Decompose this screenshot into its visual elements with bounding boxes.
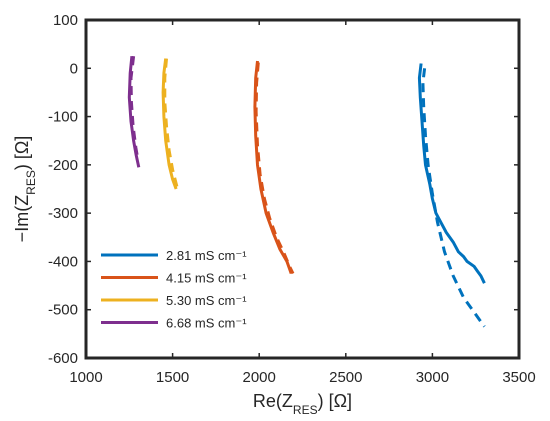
axis-ticks: 1000 1500 2000 2500 3000 35001000-100-200-300…	[48, 12, 536, 386]
y-tick-label: -200	[48, 157, 78, 174]
series-4-solid-line	[127, 56, 141, 168]
x-tick-label: 1000	[69, 369, 102, 386]
y-tick-label: -400	[48, 253, 78, 270]
x-tick-label: 2000	[243, 369, 276, 386]
y-tick-label: 100	[53, 12, 78, 29]
legend-label: 6.68 mS cm⁻¹	[166, 316, 247, 331]
legend-label: 5.30 mS cm⁻¹	[166, 293, 247, 308]
y-tick-label: 0	[70, 60, 78, 77]
series-1-solid-line	[417, 63, 486, 284]
y-tick-label: -600	[48, 350, 78, 367]
series-2-dashed-line	[254, 62, 295, 275]
x-tick-label: 3500	[502, 369, 535, 386]
plot-frame	[84, 18, 521, 360]
x-tick-label: 2500	[329, 369, 362, 386]
series-2-solid-line	[253, 60, 293, 275]
y-tick-label: -100	[48, 109, 78, 126]
series-3-solid-line	[161, 58, 178, 190]
x-tick-label: 1500	[156, 369, 189, 386]
y-axis-label: −Im(ZRES) [Ω]	[12, 136, 38, 243]
y-tick-label: -300	[48, 205, 78, 222]
y-tick-label: -500	[48, 302, 78, 319]
legend-label: 2.81 mS cm⁻¹	[166, 248, 247, 263]
x-tick-label: 3000	[416, 369, 449, 386]
plot-curves	[127, 56, 486, 328]
legend: 2.81 mS cm⁻¹ 4.15 mS cm⁻¹ 5.30 mS cm⁻¹ 6.68…	[101, 248, 247, 331]
x-axis-label: Re(ZRES) [Ω]	[253, 391, 352, 417]
legend-label: 4.15 mS cm⁻¹	[166, 271, 247, 286]
